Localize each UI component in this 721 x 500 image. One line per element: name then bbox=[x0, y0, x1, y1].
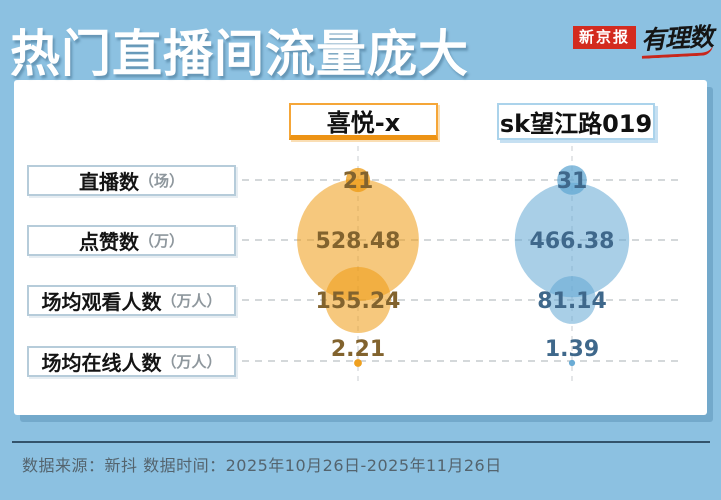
row-label-live-count: 直播数 （场） bbox=[27, 165, 236, 196]
row-label-likes: 点赞数 （万） bbox=[27, 225, 236, 256]
brand-script-logo: 有理数 bbox=[640, 22, 714, 59]
bubble-2-4 bbox=[568, 359, 576, 367]
footer-divider bbox=[12, 441, 710, 443]
bubble-value-2-1: 31 bbox=[557, 169, 588, 194]
bubble-value-2-3: 81.14 bbox=[537, 289, 607, 314]
bubble-chart: 21 528.48 155.24 2.21 31 466.38 81.14 1.39 bbox=[242, 146, 682, 381]
row-label-avg-viewers: 场均观看人数 （万人） bbox=[27, 285, 236, 316]
row-label-unit: （万人） bbox=[161, 353, 222, 371]
row-label-unit: （万） bbox=[138, 232, 184, 250]
column-header-streamer-1: 喜悦-x bbox=[289, 103, 438, 140]
bubble-value-1-4: 2.21 bbox=[331, 337, 385, 362]
row-label-text: 直播数 bbox=[78, 170, 139, 194]
footer-source-text: 数据来源：新抖 数据时间：2025年10月26日-2025年11月26日 bbox=[22, 456, 502, 475]
bubble-value-2-2: 466.38 bbox=[530, 229, 615, 254]
page-title: 热门直播间流量庞大 bbox=[10, 25, 469, 83]
bubble-value-1-3: 155.24 bbox=[316, 289, 401, 314]
row-label-avg-online: 场均在线人数 （万人） bbox=[27, 346, 236, 377]
bubble-1-4 bbox=[354, 359, 362, 367]
brand-badge: 新京报 bbox=[572, 26, 636, 49]
bubble-value-1-2: 528.48 bbox=[316, 229, 401, 254]
row-label-unit: （万人） bbox=[161, 292, 222, 310]
row-label-unit: （场） bbox=[138, 172, 184, 190]
bubble-1-2 bbox=[297, 179, 419, 301]
row-label-text: 场均在线人数 bbox=[41, 351, 162, 375]
row-label-text: 点赞数 bbox=[78, 230, 139, 254]
bubble-value-1-1: 21 bbox=[343, 169, 374, 194]
bubble-1-3 bbox=[325, 267, 391, 333]
bubble-value-2-4: 1.39 bbox=[545, 337, 599, 362]
row-label-text: 场均观看人数 bbox=[41, 290, 162, 314]
bubble-2-3 bbox=[548, 276, 596, 324]
column-header-streamer-2: sk望江路019 bbox=[497, 103, 655, 140]
bubble-2-2 bbox=[514, 182, 630, 298]
chart-card: 喜悦-x sk望江路019 直播数 （场） 点赞数 （万） 场均观看人数 （万人） 场… bbox=[14, 80, 707, 415]
brand-logo: 新京报 有理数 bbox=[572, 22, 714, 59]
